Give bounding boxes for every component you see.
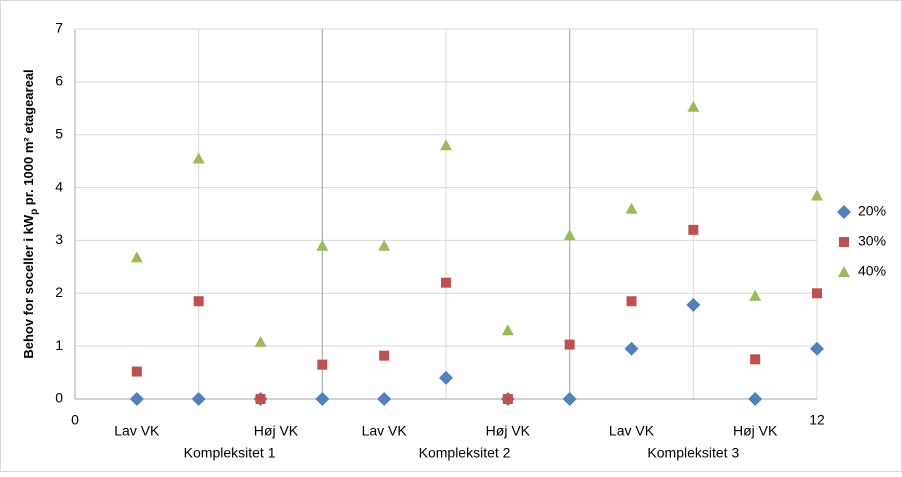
- point: [192, 152, 205, 164]
- point: [255, 394, 266, 404]
- x-tick-label: 12: [809, 412, 825, 428]
- point: [193, 296, 204, 307]
- point: [379, 350, 390, 361]
- point: [501, 324, 514, 336]
- point: [377, 392, 392, 406]
- legend-marker: [838, 266, 850, 277]
- point: [811, 189, 823, 201]
- x-label: Høj VK: [254, 423, 299, 439]
- point: [129, 392, 144, 406]
- legend-label: 20%: [858, 203, 886, 219]
- point: [439, 370, 453, 385]
- y-axis-label-part: pr. 1000 m² etageareal: [21, 69, 36, 208]
- x-tick-label: 0: [71, 412, 79, 428]
- y-axis-label-part: Behov for soceller i kW: [21, 214, 36, 358]
- y-tick-label: 4: [55, 178, 63, 194]
- point: [812, 288, 822, 299]
- legend-marker: [839, 237, 849, 247]
- point: [191, 392, 206, 406]
- y-axis-label-part: p: [29, 209, 40, 215]
- y-tick-label: 2: [55, 284, 63, 300]
- legend-label: 40%: [858, 263, 886, 279]
- point: [748, 392, 763, 406]
- point: [686, 297, 701, 312]
- x-label: Lav VK: [362, 423, 408, 439]
- group-label: Kompleksitet 3: [647, 445, 739, 461]
- point: [317, 359, 328, 370]
- point: [130, 251, 143, 263]
- point: [131, 366, 142, 377]
- point: [810, 341, 824, 356]
- point: [441, 277, 451, 288]
- x-label: Høj VK: [486, 423, 531, 439]
- point: [624, 341, 639, 356]
- x-label: Høj VK: [733, 423, 778, 439]
- point: [502, 394, 513, 404]
- legend-marker: [837, 205, 851, 219]
- y-tick-label: 6: [55, 73, 63, 89]
- point: [626, 296, 637, 307]
- point: [749, 289, 762, 301]
- y-axis-label: Behov for soceller i kWp pr. 1000 m² eta…: [21, 69, 39, 358]
- y-tick-label: 0: [55, 390, 63, 406]
- point: [315, 392, 330, 406]
- point: [563, 229, 576, 241]
- point: [750, 354, 761, 365]
- group-label: Kompleksitet 1: [184, 445, 276, 461]
- y-tick-label: 5: [55, 125, 63, 141]
- legend-label: 30%: [858, 233, 886, 249]
- x-label: Lav VK: [609, 423, 655, 439]
- group-label: Kompleksitet 2: [419, 445, 511, 461]
- point: [564, 339, 575, 350]
- x-label: Lav VK: [114, 423, 160, 439]
- point: [378, 239, 391, 251]
- point: [440, 139, 452, 151]
- y-tick-label: 3: [55, 231, 63, 247]
- point: [687, 100, 700, 112]
- point: [316, 239, 329, 251]
- point: [562, 392, 577, 406]
- point: [625, 202, 638, 214]
- point: [254, 335, 267, 347]
- y-tick-label: 7: [55, 20, 63, 36]
- y-tick-label: 1: [55, 337, 63, 353]
- point: [688, 224, 699, 235]
